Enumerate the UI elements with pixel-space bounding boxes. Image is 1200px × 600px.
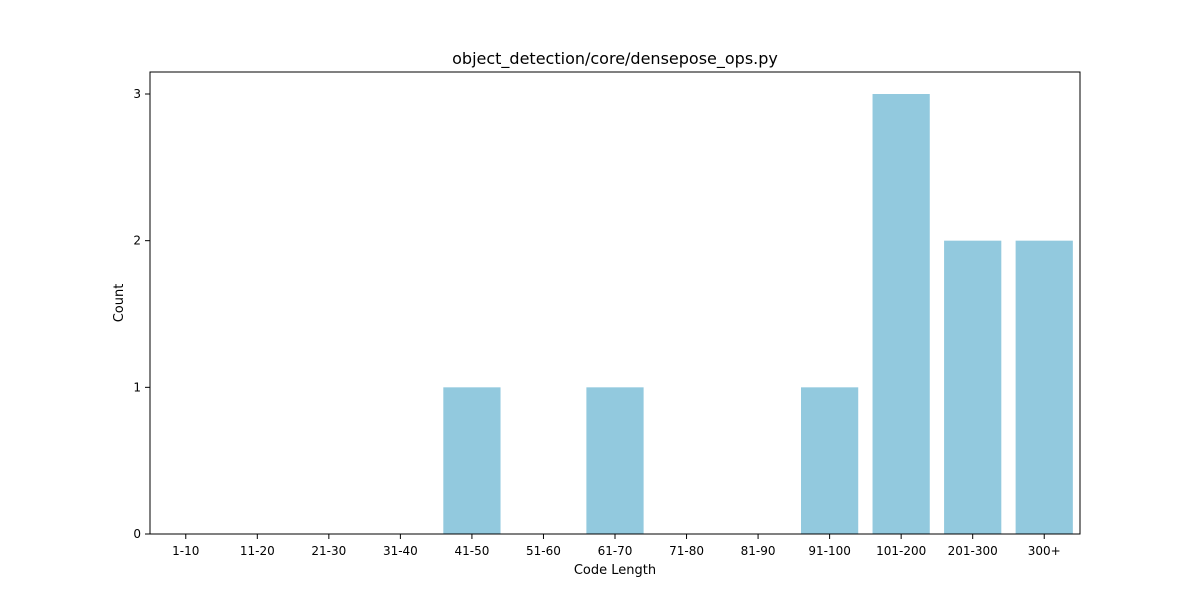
x-tick-label: 201-300 xyxy=(948,544,998,558)
bar-91-100 xyxy=(801,387,859,534)
x-tick-label: 21-30 xyxy=(311,544,346,558)
bar-61-70 xyxy=(586,387,644,534)
bar-101-200 xyxy=(872,94,930,534)
x-tick-label: 91-100 xyxy=(808,544,851,558)
y-tick-label: 2 xyxy=(133,234,141,248)
y-axis-ticks: 0 1 2 3 xyxy=(133,87,150,541)
bar-300+ xyxy=(1015,240,1073,535)
x-tick-label: 61-70 xyxy=(598,544,633,558)
bar-201-300 xyxy=(944,240,1002,535)
x-tick-label: 31-40 xyxy=(383,544,418,558)
y-tick-label: 0 xyxy=(133,527,141,541)
y-axis-label: Count xyxy=(112,284,127,323)
x-tick-label: 101-200 xyxy=(876,544,926,558)
bar-41-50 xyxy=(443,387,501,534)
y-tick-label: 1 xyxy=(133,380,141,394)
y-tick-label: 3 xyxy=(133,87,141,101)
x-tick-label: 71-80 xyxy=(669,544,704,558)
x-tick-label: 81-90 xyxy=(741,544,776,558)
x-axis-ticks: 1-10 11-20 21-30 31-40 41-50 51-60 61-70 71-80 8… xyxy=(172,534,1061,558)
x-tick-label: 41-50 xyxy=(454,544,489,558)
x-tick-label: 51-60 xyxy=(526,544,561,558)
x-tick-label: 300+ xyxy=(1028,544,1061,558)
chart-title: object_detection/core/densepose_ops.py xyxy=(452,49,778,69)
bars-group xyxy=(443,94,1073,535)
x-axis-label: Code Length xyxy=(574,563,656,578)
x-tick-label: 11-20 xyxy=(240,544,275,558)
x-tick-label: 1-10 xyxy=(172,544,199,558)
